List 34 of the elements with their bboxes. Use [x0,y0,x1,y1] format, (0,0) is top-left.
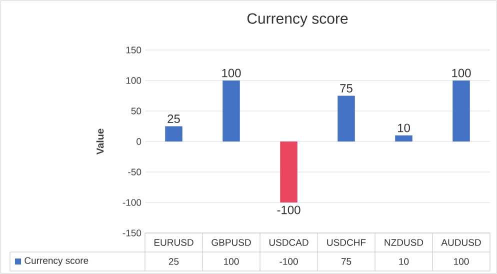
x-tick-label: GBPUSD [212,239,251,246]
chart-title: Currency score [247,13,348,27]
text: 10 [399,258,409,265]
text: 25 [168,258,179,265]
y-tick-label: -100 [122,199,142,206]
text: 75 [341,258,352,265]
x-tick-label: USDCAD [269,239,308,246]
data-label: 10 [398,124,410,132]
y-tick-label: -50 [128,168,142,176]
bar [165,126,182,142]
y-tick-label: 150 [126,46,142,54]
y-tick-label: 100 [126,77,142,84]
data-label: -100 [277,206,300,214]
data-label: 25 [168,114,180,124]
y-tick-label: 0 [136,138,142,145]
data-label: 100 [452,68,471,78]
data-label: 75 [340,84,352,93]
text: 100 [454,258,469,265]
bar [222,80,240,142]
bar [338,96,355,142]
y-tick-label: -150 [122,230,142,236]
x-tick-label: USDCHF [327,239,366,246]
bar [280,142,298,202]
y-axis-title: Value [96,128,104,154]
y-tick-label: 50 [131,108,142,114]
data-label: 100 [222,68,241,78]
bar [395,135,412,142]
x-tick-label: AUDUSD [441,239,481,246]
legend-label: Currency score [24,257,88,266]
text: -100 [280,258,298,265]
text: 100 [224,258,239,265]
bar [452,80,470,142]
x-tick-label: EURUSD [154,239,194,246]
x-tick-label: NZDUSD [384,239,424,246]
